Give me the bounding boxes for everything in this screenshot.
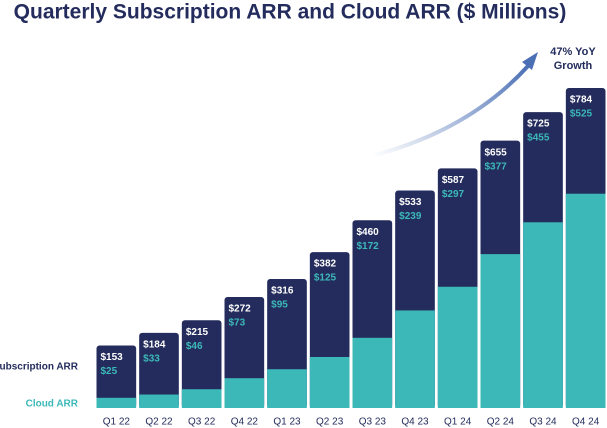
x-tick-label: Q2 23	[316, 417, 344, 428]
value-label: $215	[186, 327, 209, 338]
value-label: $125	[314, 273, 337, 284]
value-label: $73	[229, 318, 246, 329]
value-label: $655	[485, 147, 508, 158]
bar	[96, 345, 137, 408]
x-tick-label: Q2 22	[145, 417, 173, 428]
bar	[139, 332, 179, 408]
x-tick-label: Q4 22	[231, 417, 259, 428]
bar	[437, 286, 478, 408]
value-label: $525	[570, 109, 593, 120]
x-tick-label: Q4 23	[401, 417, 429, 428]
value-label: $455	[527, 133, 550, 144]
x-tick-label: Q1 24	[444, 417, 472, 428]
value-label: $460	[357, 227, 380, 238]
value-label: $25	[101, 366, 118, 377]
bar	[181, 320, 222, 408]
bar	[139, 394, 179, 408]
value-label: $153	[101, 352, 124, 363]
bar	[523, 222, 563, 408]
bar	[267, 369, 307, 408]
value-label: $184	[143, 340, 166, 351]
bar	[96, 397, 137, 408]
value-label: $272	[229, 304, 252, 315]
x-tick-label: Q1 23	[273, 417, 301, 428]
legend-label: Cloud ARR	[26, 399, 79, 410]
annotation: 47% YoY	[550, 46, 596, 58]
bar	[565, 193, 606, 408]
value-label: $239	[399, 211, 422, 222]
value-label: $587	[442, 175, 465, 186]
bar	[309, 356, 350, 408]
value-label: $784	[570, 95, 593, 106]
value-label: $297	[442, 189, 465, 200]
value-label: $33	[143, 354, 160, 365]
arrow-head	[522, 52, 538, 70]
bar	[395, 310, 435, 408]
x-tick-label: Q3 24	[529, 417, 557, 428]
chart-title: Quarterly Subscription ARR and Cloud ARR…	[14, 1, 567, 24]
value-label: $46	[186, 341, 203, 352]
x-tick-label: Q2 24	[487, 417, 515, 428]
legend-label: Subscription ARR	[0, 362, 79, 373]
value-label: $377	[485, 161, 508, 172]
growth-arrow	[371, 64, 530, 158]
bar	[352, 337, 393, 408]
value-label: $172	[357, 241, 380, 252]
value-label: $316	[271, 286, 294, 297]
x-tick-label: Q4 24	[572, 417, 600, 428]
value-label: $533	[399, 197, 422, 208]
bar	[181, 389, 222, 408]
bar	[480, 254, 521, 408]
value-label: $725	[527, 119, 550, 130]
x-tick-label: Q3 22	[188, 417, 216, 428]
annotation: Growth	[554, 60, 593, 72]
bar	[224, 378, 265, 408]
x-tick-label: Q3 23	[359, 417, 387, 428]
x-tick-label: Q1 22	[103, 417, 131, 428]
value-label: $95	[271, 300, 288, 311]
value-label: $382	[314, 259, 337, 270]
